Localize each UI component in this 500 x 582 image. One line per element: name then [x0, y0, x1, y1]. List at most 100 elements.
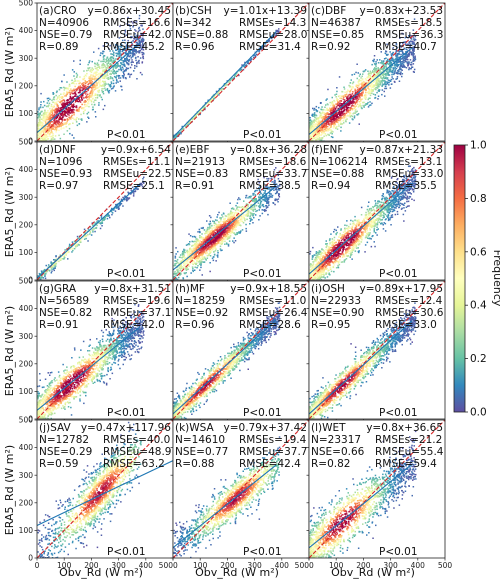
data-point — [191, 235, 194, 238]
data-point — [368, 82, 370, 84]
data-point — [102, 50, 104, 53]
data-point — [312, 131, 314, 133]
data-point — [344, 95, 347, 98]
data-point — [75, 98, 77, 101]
y-tick-label: 500 — [19, 138, 34, 147]
data-point — [66, 120, 68, 122]
data-point — [74, 91, 77, 93]
panel-label: (b)CSH — [175, 5, 212, 17]
data-point — [381, 63, 384, 65]
data-point — [362, 85, 365, 87]
data-point — [48, 129, 50, 131]
data-point — [226, 234, 229, 237]
data-point — [101, 84, 104, 87]
data-point — [80, 86, 82, 89]
data-point — [66, 247, 68, 250]
data-point — [96, 224, 98, 227]
data-point — [126, 44, 129, 47]
data-point — [407, 44, 409, 46]
data-point — [125, 47, 128, 50]
data-point — [315, 105, 318, 108]
data-point — [216, 93, 218, 96]
data-point — [368, 92, 370, 95]
data-point — [399, 66, 401, 68]
data-point — [327, 122, 330, 124]
data-point — [109, 59, 112, 61]
data-point — [132, 50, 134, 52]
data-point — [367, 98, 369, 101]
data-point — [330, 124, 332, 127]
data-point — [354, 96, 357, 99]
data-point — [70, 103, 72, 105]
data-point — [324, 106, 326, 108]
data-point — [363, 97, 366, 99]
data-point — [352, 112, 354, 115]
data-point — [323, 124, 326, 126]
data-point — [188, 243, 191, 246]
data-point — [118, 68, 120, 71]
data-point — [340, 108, 343, 110]
data-point — [400, 68, 402, 71]
data-point — [186, 123, 189, 126]
data-point — [70, 115, 73, 118]
data-point — [39, 106, 42, 109]
data-point — [83, 87, 86, 90]
data-point — [45, 273, 47, 275]
data-point — [86, 96, 89, 99]
data-point — [90, 95, 93, 98]
data-point — [342, 114, 344, 116]
data-point — [45, 134, 48, 136]
data-point — [116, 30, 119, 33]
data-point — [55, 94, 57, 97]
data-point — [115, 70, 118, 73]
data-point — [400, 63, 402, 65]
data-point — [395, 67, 398, 70]
data-point — [101, 91, 104, 93]
data-point — [59, 107, 61, 109]
data-point — [88, 67, 90, 70]
data-point — [219, 89, 222, 91]
data-point — [407, 58, 409, 61]
data-point — [381, 85, 383, 87]
data-point — [103, 64, 106, 66]
data-point — [76, 95, 78, 98]
data-point — [199, 236, 201, 239]
data-point — [390, 62, 392, 64]
data-point — [114, 44, 117, 46]
data-point — [191, 256, 193, 259]
data-point — [123, 32, 126, 35]
data-point — [54, 117, 56, 119]
data-point — [389, 60, 392, 62]
data-point — [211, 98, 213, 100]
colorbar-tick-label: 0.0 — [470, 407, 487, 419]
data-point — [353, 98, 355, 101]
data-point — [254, 189, 257, 192]
data-point — [85, 234, 87, 236]
data-point — [96, 82, 98, 85]
data-point — [87, 100, 90, 103]
data-point — [343, 96, 345, 99]
data-point — [216, 216, 218, 218]
data-point — [231, 211, 234, 214]
data-point — [92, 86, 94, 89]
data-point — [126, 59, 128, 61]
data-point — [224, 217, 226, 220]
data-point — [406, 56, 408, 59]
data-point — [345, 93, 348, 96]
data-point — [312, 137, 314, 139]
data-point — [204, 106, 206, 109]
data-point — [49, 140, 52, 141]
data-point — [254, 208, 256, 210]
data-point — [107, 58, 110, 60]
data-point — [112, 67, 115, 69]
data-point — [50, 126, 52, 129]
data-point — [335, 118, 338, 120]
data-point — [93, 78, 95, 80]
data-point — [200, 238, 203, 240]
data-point — [174, 255, 177, 258]
data-point — [51, 112, 54, 114]
data-point — [128, 52, 130, 54]
data-point — [390, 78, 393, 81]
data-point — [246, 210, 248, 212]
data-point — [135, 45, 138, 48]
